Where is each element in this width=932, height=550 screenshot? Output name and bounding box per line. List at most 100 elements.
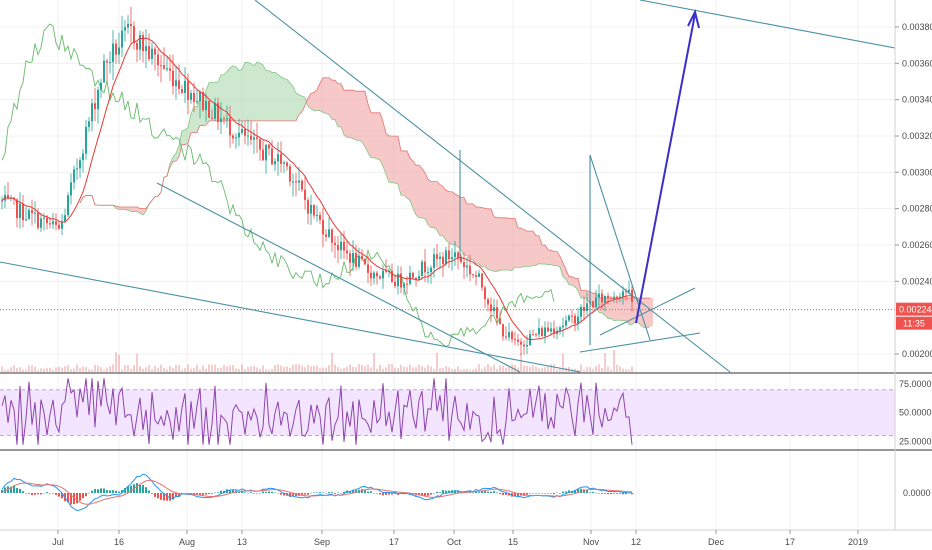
cloud-segment: [131, 206, 134, 212]
price-pane[interactable]: [0, 0, 896, 373]
macd-histogram-bar: [565, 491, 567, 493]
trendline-drawings[interactable]: [0, 0, 896, 373]
macd-histogram-bar: [187, 493, 189, 494]
candle-body: [586, 303, 588, 311]
volume-bar: [145, 367, 147, 372]
rsi-pane[interactable]: [0, 378, 895, 445]
macd-histogram-bar: [454, 490, 456, 493]
macd-histogram-bar: [289, 493, 291, 497]
volume-bar: [607, 366, 609, 372]
volume-bar: [529, 366, 531, 372]
macd-histogram-bar: [391, 493, 393, 495]
candle-body: [112, 43, 114, 62]
rsi-tick-label: 75.0000: [899, 379, 932, 389]
candle-body: [16, 199, 18, 218]
volume-bar: [37, 369, 39, 372]
candle-body: [340, 241, 342, 251]
candle-body: [106, 60, 108, 63]
cloud-segment: [191, 106, 194, 133]
volume-bar: [556, 369, 558, 372]
projection-arrow-shaft[interactable]: [635, 13, 696, 324]
cloud-segment: [314, 89, 317, 111]
macd-axis[interactable]: 0.0000: [903, 488, 931, 498]
macd-histogram-bar: [295, 493, 297, 497]
volume-bar: [508, 366, 510, 372]
macd-histogram-bar: [343, 491, 345, 493]
volume-bar: [235, 368, 237, 372]
cloud-segment: [536, 235, 539, 266]
volume-bar: [424, 367, 426, 372]
macd-histogram-bar: [601, 493, 603, 494]
volume-bar: [541, 367, 543, 372]
trendline[interactable]: [589, 154, 651, 341]
cloud-segment: [440, 184, 443, 236]
trendline[interactable]: [579, 332, 701, 353]
macd-histogram-bar: [19, 488, 21, 493]
candle-body: [532, 334, 534, 336]
price-axis[interactable]: 0.003800 0.003600 0.003400 0.003200 0.003000…: [895, 22, 932, 359]
rsi-axis[interactable]: 75.0000 50.0000 25.0000: [899, 379, 932, 446]
trendline[interactable]: [0, 261, 581, 373]
macd-histogram-bar: [562, 491, 564, 493]
candle-body: [547, 327, 549, 332]
cloud-segment: [434, 181, 437, 231]
volume-bar: [364, 366, 366, 372]
candle-body: [460, 257, 462, 263]
trendline[interactable]: [156, 182, 521, 373]
candle-body: [103, 60, 105, 83]
macd-pane[interactable]: [1, 473, 633, 512]
candle-body: [568, 315, 570, 321]
volume-bar: [94, 364, 96, 372]
candle-body: [490, 304, 492, 312]
volume-bar: [160, 364, 162, 372]
macd-histogram-bar: [364, 489, 366, 493]
candle-body: [127, 23, 129, 28]
volume-bar: [139, 366, 141, 372]
macd-histogram-bar: [526, 493, 528, 495]
cloud-segment: [134, 206, 137, 212]
macd-histogram-bar: [154, 493, 156, 497]
macd-histogram-bar: [424, 493, 426, 497]
macd-histogram-bar: [49, 493, 51, 494]
trendline[interactable]: [599, 287, 696, 336]
volume-bar: [496, 369, 498, 372]
volume-bar: [592, 369, 594, 372]
cloud-segment: [401, 150, 404, 196]
macd-histogram-bar: [241, 490, 243, 493]
macd-histogram-bar: [61, 493, 63, 499]
candle-body: [484, 287, 486, 300]
volume-bar: [478, 364, 480, 372]
candle-body: [487, 299, 489, 305]
trendline[interactable]: [639, 0, 896, 49]
volume-bar: [544, 367, 546, 372]
volume-bar: [115, 352, 117, 372]
volume-bar: [445, 366, 447, 372]
macd-histogram-bar: [481, 491, 483, 493]
macd-histogram-bar: [211, 493, 213, 494]
cloud-segment: [626, 298, 629, 325]
cloud-segment: [410, 158, 413, 209]
candle-body: [439, 256, 441, 259]
candle-body: [79, 160, 81, 169]
macd-histogram-bar: [232, 490, 234, 493]
cloud-segment: [551, 250, 554, 266]
volume-bar: [454, 369, 456, 372]
candle-body: [238, 132, 240, 138]
volume-bar: [88, 369, 90, 372]
macd-histogram-bar: [322, 492, 324, 494]
projection-arrow-head[interactable]: [687, 9, 700, 29]
macd-histogram-bar: [496, 492, 498, 493]
macd-histogram-bar: [199, 493, 201, 495]
cloud-segment: [227, 67, 230, 121]
macd-histogram-bar: [268, 491, 270, 493]
volume-bar: [466, 368, 468, 372]
cloud-segment: [197, 97, 200, 133]
macd-histogram-bar: [250, 492, 252, 493]
volume-bar: [70, 369, 72, 372]
candle-body: [553, 328, 555, 334]
candle-body: [157, 54, 159, 66]
cloud-segment: [491, 208, 494, 272]
time-axis[interactable]: Jul 16 Aug 13 Sep 17 Oct 15 Nov 12 Dec 17 2019: [52, 530, 868, 547]
candle-body: [526, 345, 528, 347]
